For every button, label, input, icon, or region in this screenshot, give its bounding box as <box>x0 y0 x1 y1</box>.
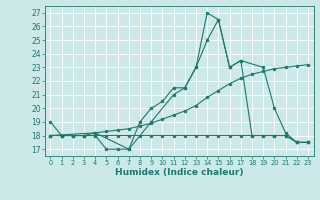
X-axis label: Humidex (Indice chaleur): Humidex (Indice chaleur) <box>115 168 244 177</box>
